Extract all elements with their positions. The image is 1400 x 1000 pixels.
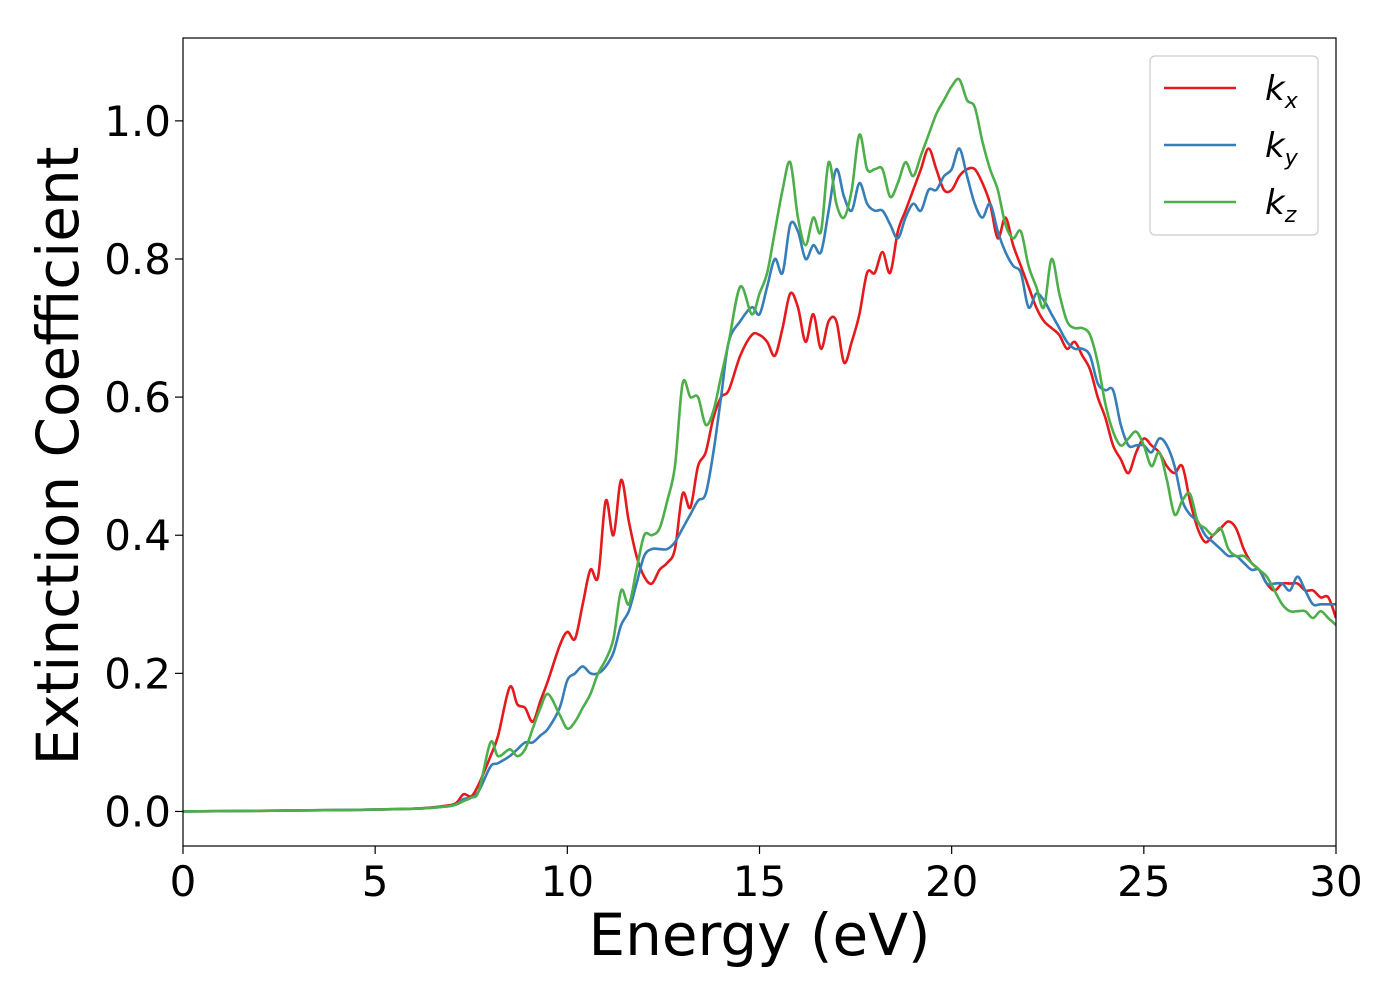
x-tick-label: 0 — [170, 857, 197, 906]
series-layer — [183, 77, 1336, 813]
x-tick-label: 5 — [362, 857, 389, 906]
y-tick-label: 0.0 — [104, 787, 171, 836]
legend: kx ky kz — [1149, 55, 1319, 236]
y-tick-label: 0.8 — [104, 235, 171, 284]
y-tick-label: 0.4 — [104, 511, 171, 560]
legend-label-kz: kz — [1265, 183, 1297, 228]
y-tick-label: 1.0 — [104, 97, 171, 146]
x-tick-label: 15 — [733, 857, 786, 906]
legend-label-ky: ky — [1265, 126, 1299, 171]
y-axis: 0.0 0.2 0.4 0.6 0.8 1.0 — [104, 97, 183, 836]
x-tick-label: 30 — [1309, 857, 1362, 906]
legend-label-kx: kx — [1265, 69, 1299, 114]
x-tick-label: 10 — [541, 857, 594, 906]
series-line-ky — [183, 147, 1336, 813]
y-tick-label: 0.2 — [104, 649, 171, 698]
y-axis-label: Extinction Coefficient — [24, 147, 92, 766]
x-axis: 0 5 10 15 20 25 30 — [170, 846, 1363, 906]
series-line-kx — [183, 147, 1336, 813]
series-line-kz — [183, 77, 1336, 813]
y-tick-label: 0.6 — [104, 373, 171, 422]
x-axis-label: Energy (eV) — [588, 901, 930, 969]
x-tick-label: 25 — [1117, 857, 1170, 906]
x-tick-label: 20 — [925, 857, 978, 906]
